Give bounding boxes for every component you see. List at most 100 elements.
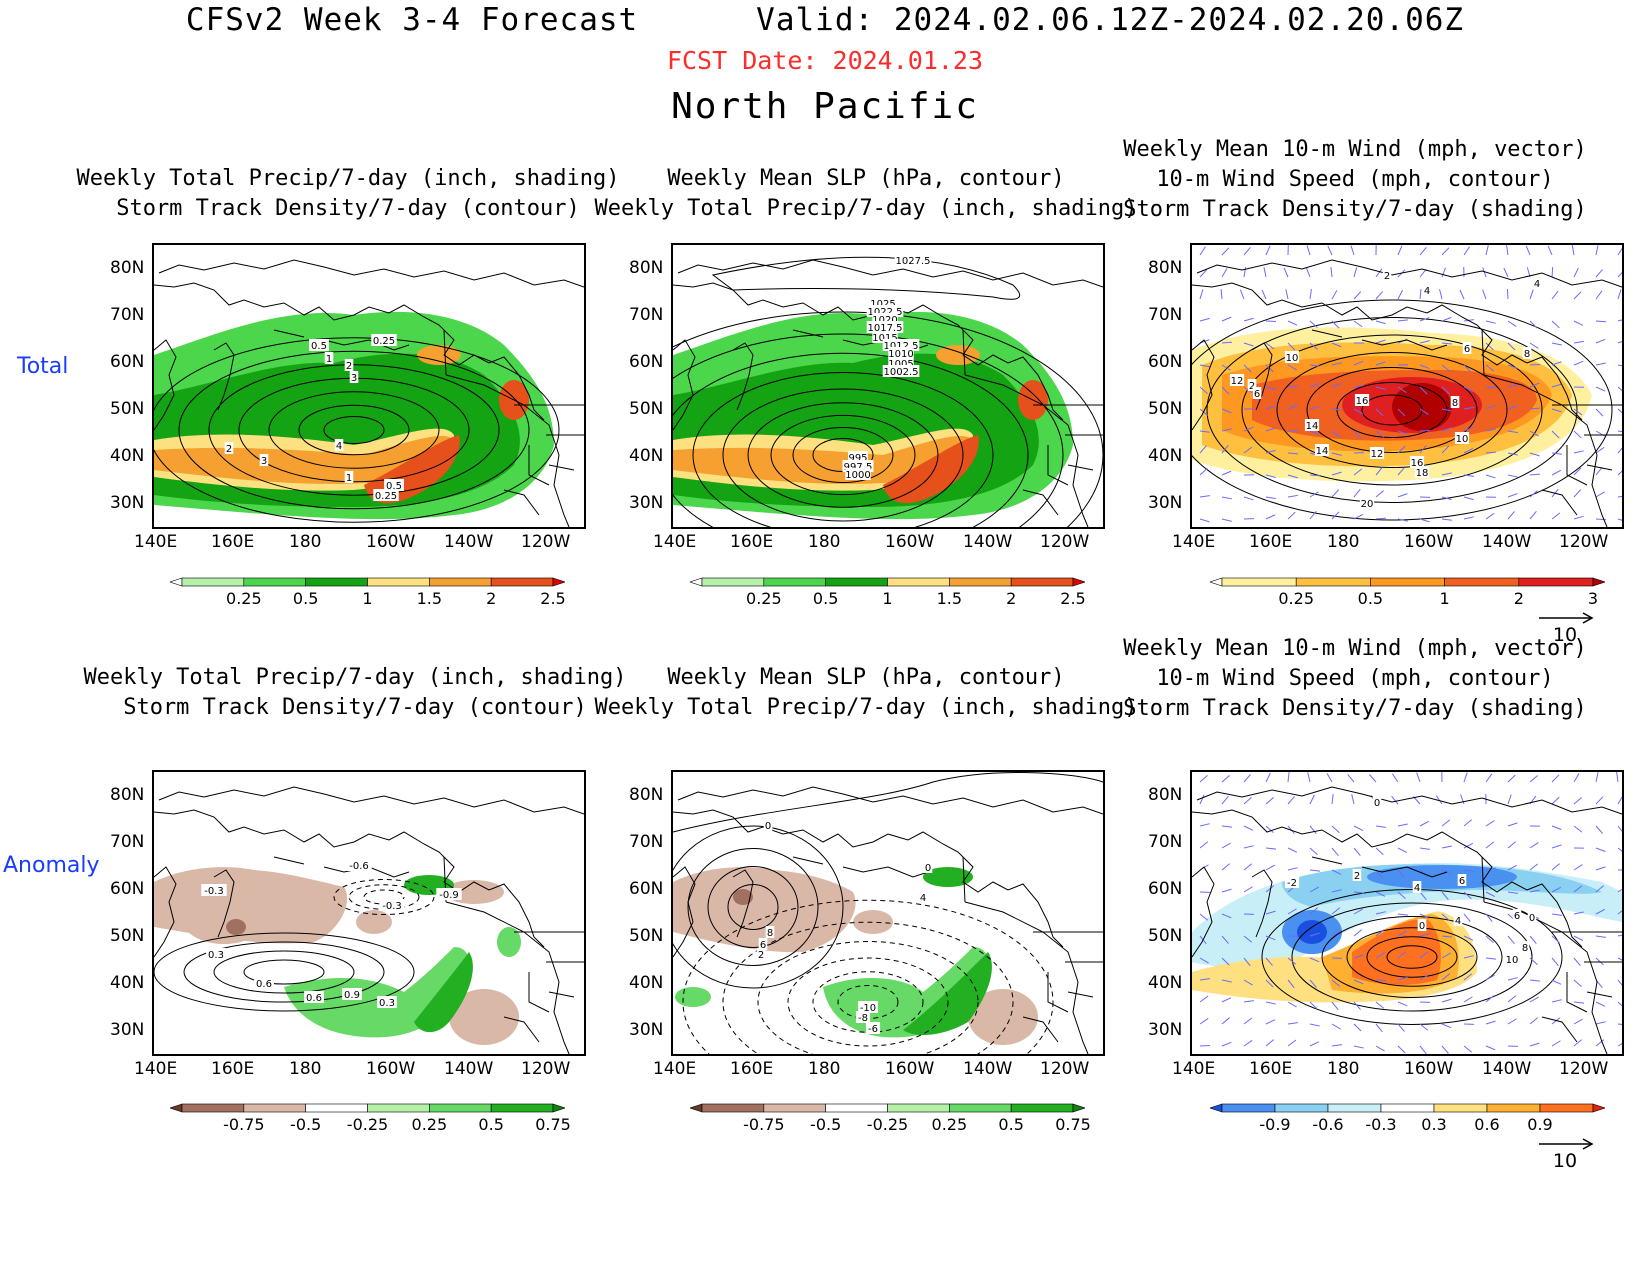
- wind-vector: [1397, 823, 1408, 827]
- colorbar-label: 0.5: [998, 1115, 1024, 1134]
- precip-shade-2: [673, 435, 973, 484]
- wind-vector: [1506, 245, 1509, 256]
- wind-vector: [1351, 794, 1355, 805]
- contour-label-bg: [344, 471, 354, 483]
- wind-vector: [1441, 472, 1452, 476]
- contour-label: 0.3: [379, 998, 395, 1009]
- wind-vector: [1331, 869, 1342, 875]
- wind-vector: [1199, 386, 1208, 394]
- wind-vector: [1287, 1039, 1297, 1047]
- wind-vector: [1375, 408, 1384, 417]
- wind-vector: [1347, 773, 1355, 783]
- wind-vector: [1573, 467, 1582, 476]
- wind-vector: [1507, 342, 1516, 351]
- wind-vector: [1309, 932, 1320, 937]
- wind-vector: [1463, 996, 1473, 1003]
- lat-tick-label: 50N: [110, 399, 145, 419]
- wind-vector: [1551, 999, 1562, 1003]
- wind-vector: [1283, 267, 1289, 278]
- wind-vector: [1309, 474, 1321, 477]
- contour-label-bg: [865, 1022, 881, 1034]
- contour-label: 4: [336, 441, 342, 452]
- colorbar-label: 0.25: [1278, 589, 1314, 608]
- lon-tick-label: 140W: [1482, 1059, 1532, 1079]
- contour-label-bg: [254, 977, 274, 989]
- contour-line: [1366, 936, 1458, 978]
- lon-tick-label: 160E: [1249, 532, 1293, 552]
- wind-vector: [1375, 490, 1384, 498]
- wind-vector: [1243, 247, 1251, 256]
- panel-title-wind-total: Weekly Mean 10-m Wind (mph, vector) 10-m …: [1123, 137, 1587, 222]
- wind-vector: [1306, 245, 1311, 256]
- wind-vector: [1331, 452, 1342, 456]
- colorbar-segment: [181, 1103, 245, 1113]
- wind-vector: [1529, 889, 1540, 893]
- coastlines: [673, 786, 1103, 1054]
- wind-vector: [1331, 1044, 1342, 1047]
- wind-vector: [1617, 289, 1622, 300]
- wind-vector: [1485, 773, 1493, 783]
- contour-label: 0: [765, 821, 771, 832]
- wind-vector: [1397, 445, 1406, 454]
- contour-label: 4: [1424, 286, 1430, 297]
- wind-vector: [1463, 891, 1472, 900]
- contour-label-bg: [1252, 387, 1262, 399]
- wind-vector: [1463, 973, 1473, 981]
- contour-label: 10: [1286, 353, 1299, 364]
- colorbar-segment: [1274, 1103, 1329, 1113]
- contour-label-bg: [1457, 874, 1467, 886]
- wind-vector: [1309, 847, 1318, 855]
- contour-label: 2: [346, 361, 352, 372]
- contour-label: 4: [1534, 279, 1540, 290]
- wind-vector: [1419, 386, 1428, 395]
- wind-vector: [1616, 772, 1619, 783]
- wind-vector: [1221, 795, 1229, 805]
- wind-vector: [1199, 467, 1208, 476]
- contour-label-bg: [756, 948, 766, 960]
- wind-vector: [1221, 386, 1230, 395]
- contour-label-bg: [1369, 447, 1385, 459]
- contour-label-bg: [1284, 876, 1300, 888]
- contour-label: 8: [1452, 398, 1458, 409]
- wind-vector: [1419, 891, 1427, 901]
- colorbar-segment: [1518, 577, 1594, 587]
- wind-vector: [1595, 1021, 1606, 1025]
- wind-vector: [1441, 913, 1450, 921]
- contour-label: -0.9: [439, 890, 459, 901]
- contour-label: -2: [1287, 878, 1297, 889]
- wind-vector: [1265, 1001, 1276, 1005]
- wind-vector: [1507, 864, 1518, 871]
- colorbar-label: -0.25: [346, 1115, 389, 1134]
- wind-vector: [1441, 518, 1452, 521]
- wind-vector: [1595, 245, 1599, 256]
- lat-tick-label: 30N: [110, 1020, 145, 1040]
- wind-vector: [1375, 1023, 1383, 1033]
- lon-tick-label: 180: [1327, 532, 1360, 552]
- wind-vector: [1221, 428, 1232, 432]
- contour-label-bg: [1532, 277, 1542, 289]
- contour-line: [787, 957, 949, 1047]
- contour-line: [1206, 317, 1578, 503]
- contour-label-bg: [349, 371, 359, 383]
- lon-tick-label: 120W: [1040, 532, 1090, 552]
- wind-vector: [1353, 1045, 1364, 1049]
- wind-vector: [1463, 474, 1474, 477]
- wind-vector: [1595, 408, 1604, 417]
- contour-line: [722, 921, 1014, 1054]
- wind-vector: [1551, 408, 1562, 413]
- wind-vector: [1305, 267, 1311, 278]
- wind-vector: [1397, 976, 1408, 981]
- wind-vector: [1243, 364, 1252, 373]
- lat-tick-label: 30N: [629, 493, 664, 513]
- contour-label-bg: [1352, 869, 1362, 881]
- colorbar-segment: [1327, 1103, 1382, 1113]
- wind-vector: [1353, 908, 1363, 915]
- precip-anom-shade-neg: [853, 910, 893, 934]
- contour-line: [682, 899, 1054, 1054]
- contour-label: 0.5: [311, 341, 327, 352]
- wind-vector: [1617, 340, 1622, 344]
- wind-vector: [1482, 289, 1487, 300]
- wind-vector: [1551, 320, 1560, 329]
- panel-title-precip-anom: Weekly Total Precip/7-day (inch, shading…: [83, 665, 627, 720]
- wind-vector: [1595, 491, 1605, 498]
